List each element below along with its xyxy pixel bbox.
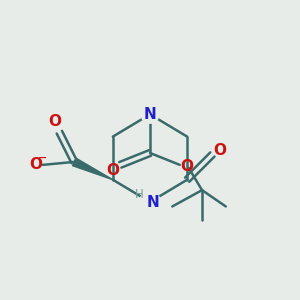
Text: H: H <box>135 188 144 201</box>
Circle shape <box>140 192 160 212</box>
Circle shape <box>141 105 159 123</box>
Polygon shape <box>73 158 113 180</box>
Text: N: N <box>147 194 159 209</box>
Text: O: O <box>213 142 226 158</box>
Text: −: − <box>38 153 47 163</box>
Text: O: O <box>106 163 119 178</box>
Text: O: O <box>48 114 62 129</box>
Text: O: O <box>181 159 194 174</box>
Text: N: N <box>144 107 156 122</box>
Text: O: O <box>29 158 42 172</box>
